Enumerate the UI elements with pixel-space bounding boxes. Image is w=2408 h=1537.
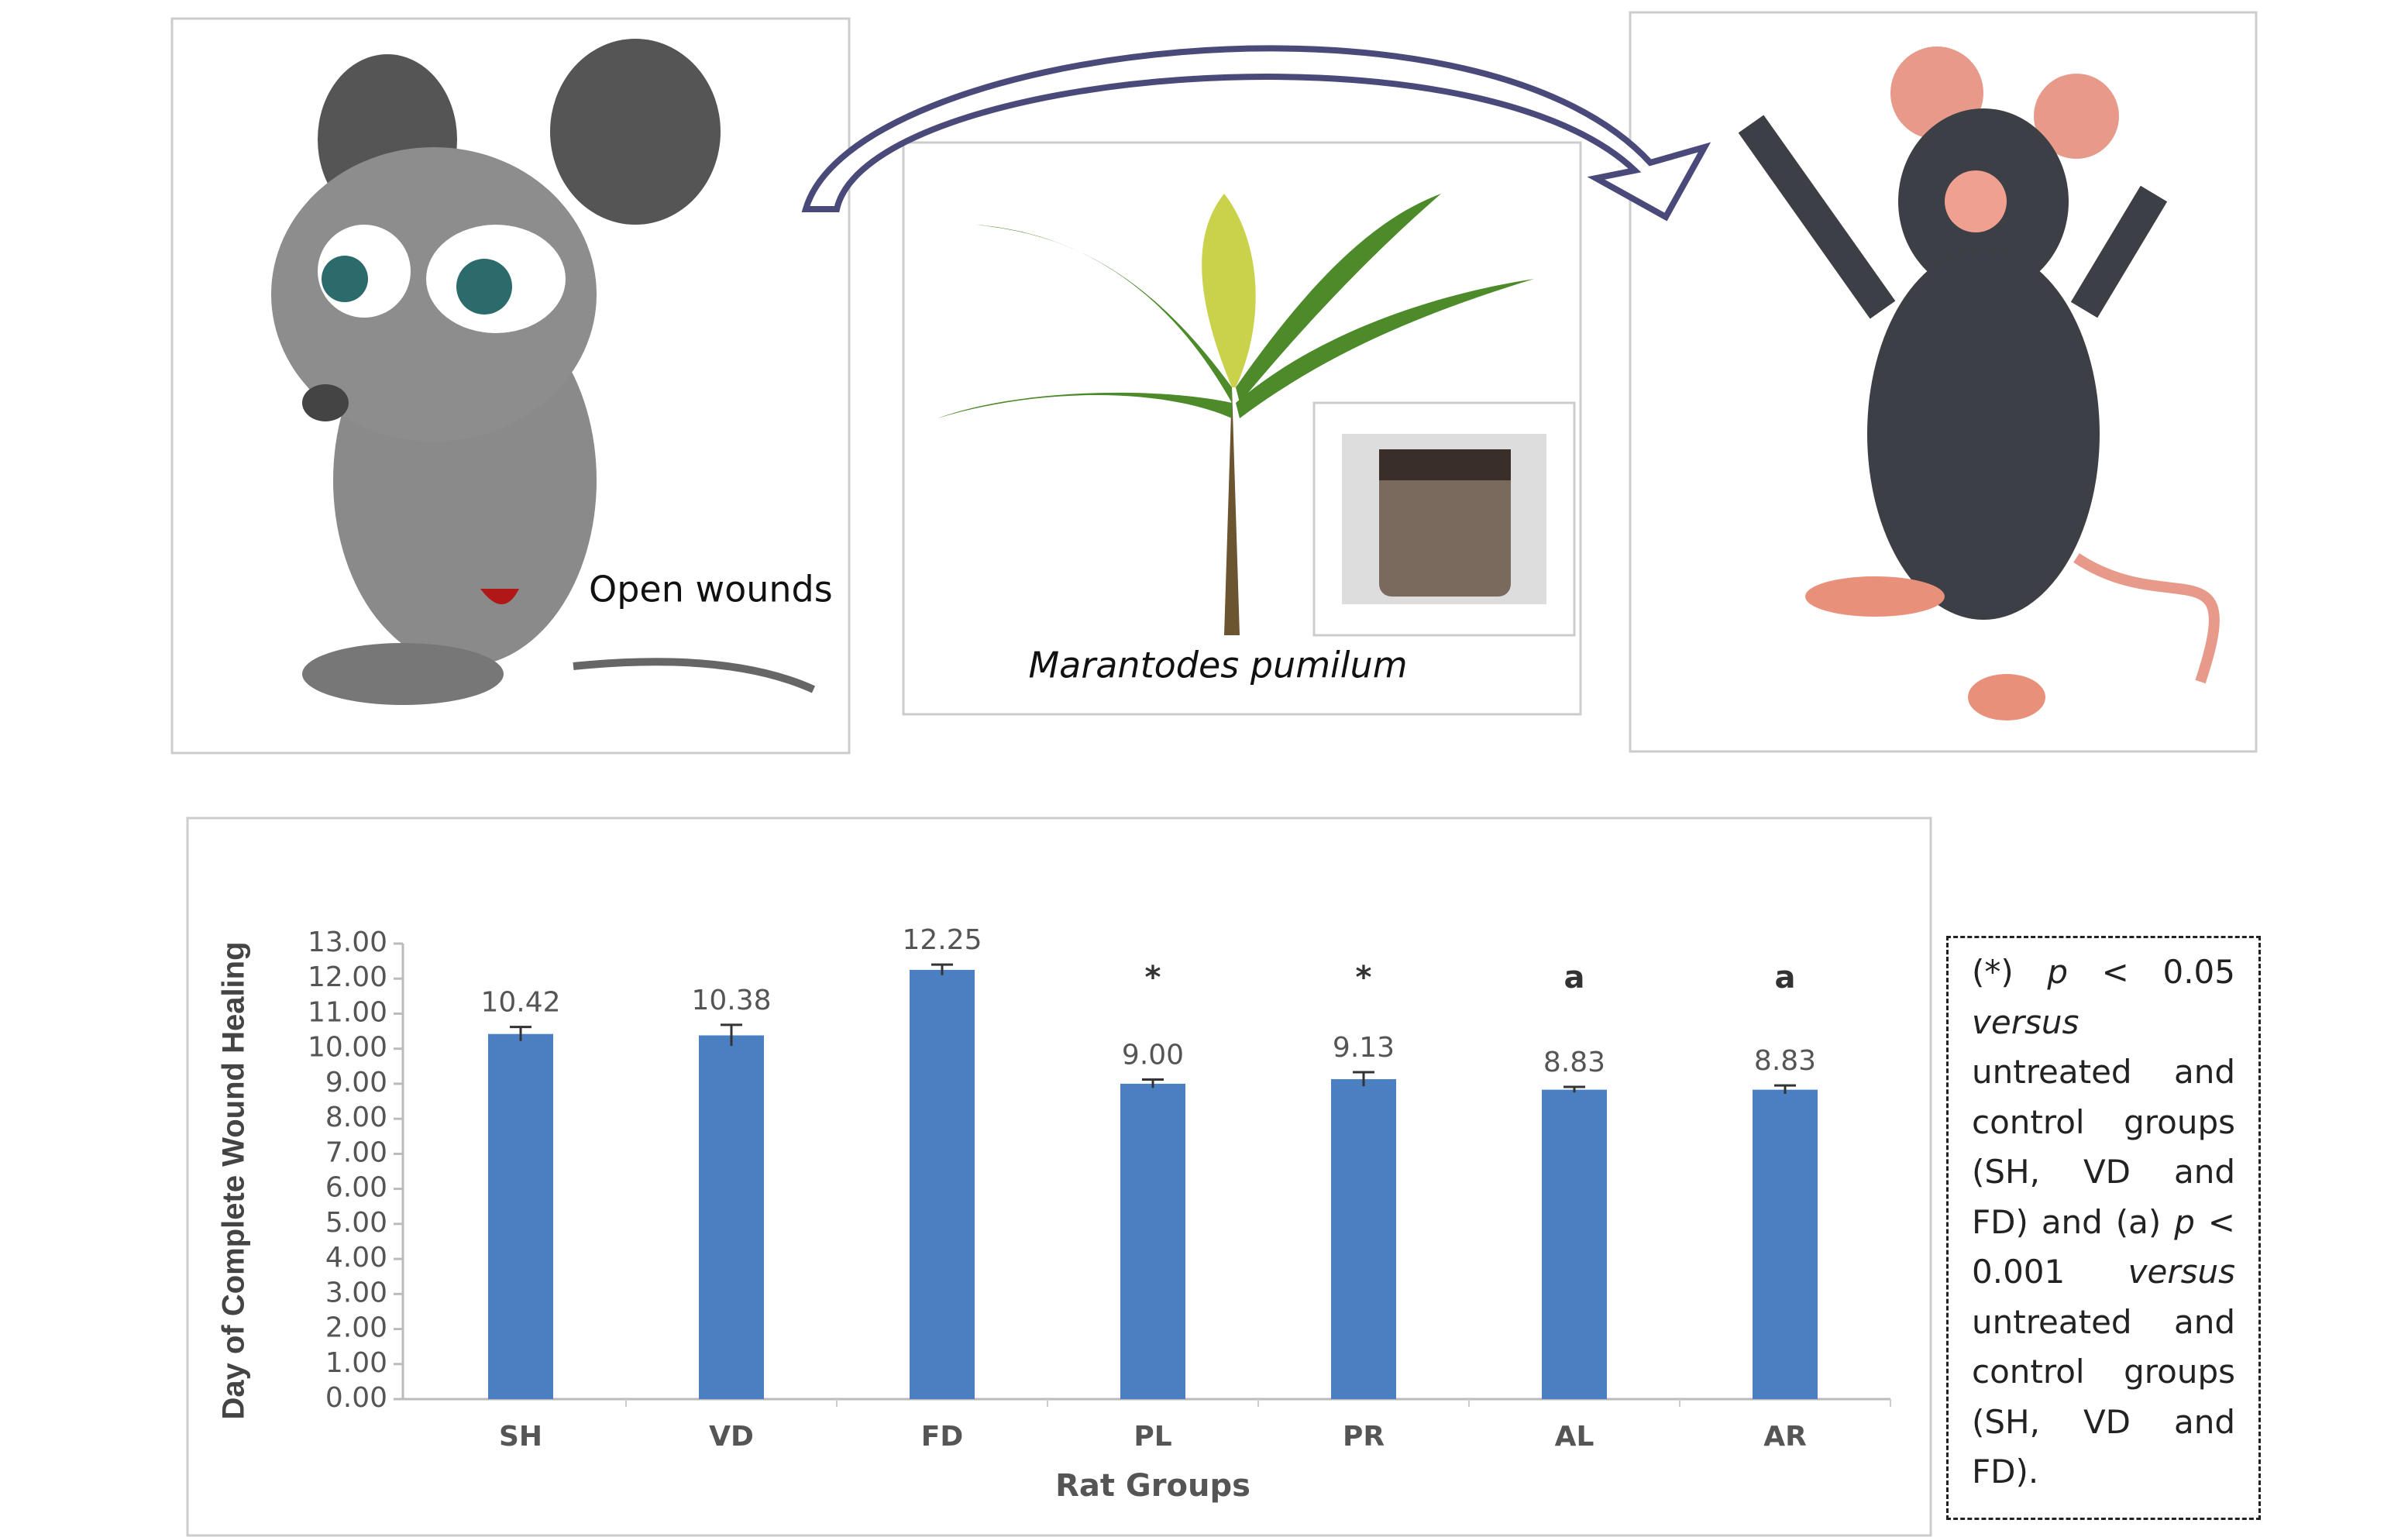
y-tick-label: 0.00 (325, 1382, 387, 1414)
x-tick-label: AL (1555, 1421, 1594, 1453)
happy-mouse (1738, 46, 2220, 720)
error-bar (510, 1026, 531, 1041)
bar (910, 969, 975, 1399)
x-tick-label: VD (709, 1421, 754, 1453)
note-text: versus (1972, 1002, 2079, 1041)
value-label: 10.42 (480, 987, 560, 1019)
arrow (801, 45, 1711, 222)
significance-marker: a (1775, 960, 1796, 995)
error-bar (1774, 1084, 1796, 1095)
y-tick-label: 8.00 (325, 1102, 387, 1133)
y-tick-label: 3.00 (325, 1277, 387, 1308)
x-tick-label: PL (1133, 1421, 1171, 1453)
error-bar (721, 1023, 742, 1047)
note-text: untreated and control groups (SH, VD and… (1972, 1302, 2235, 1491)
error-bar (1353, 1071, 1374, 1087)
significance-marker: * (1145, 960, 1161, 995)
significance-marker: * (1356, 960, 1372, 995)
bar (1331, 1079, 1396, 1399)
chart: Day of Complete Wound Healing Rat Groups… (217, 924, 1891, 1504)
error-bar (1563, 1085, 1585, 1093)
note-text: < 0.05 (2068, 953, 2235, 991)
bar (1120, 1083, 1185, 1399)
x-tick-label: FD (921, 1421, 963, 1453)
y-tick-label: 5.00 (325, 1207, 387, 1239)
note-text: versus (2128, 1253, 2235, 1291)
significance-note: (*) p < 0.05 versus untreated and contro… (1946, 936, 2261, 1520)
y-tick-label: 11.00 (308, 996, 387, 1028)
sad-mouse (271, 39, 816, 705)
plant (937, 194, 1576, 637)
value-label: 9.00 (1122, 1039, 1184, 1071)
x-axis-title: Rat Groups (1055, 1468, 1250, 1504)
y-tick-label: 9.00 (325, 1067, 387, 1099)
value-label: 9.13 (1333, 1032, 1395, 1064)
value-label: 8.83 (1543, 1047, 1605, 1078)
y-tick-label: 4.00 (325, 1242, 387, 1274)
note-text: untreated and control groups (SH, VD and… (1972, 1053, 2235, 1241)
y-tick-label: 6.00 (325, 1172, 387, 1204)
bar (1542, 1089, 1607, 1399)
caption-open-wounds: Open wounds (589, 569, 833, 610)
y-tick-label: 13.00 (308, 927, 387, 958)
value-label: 8.83 (1754, 1045, 1816, 1077)
x-tick-label: PR (1343, 1421, 1385, 1453)
error-bar (931, 963, 953, 975)
value-label: 10.38 (691, 985, 771, 1016)
y-tick-label: 1.00 (325, 1347, 387, 1379)
x-tick-label: SH (499, 1421, 542, 1453)
y-tick-label: 7.00 (325, 1136, 387, 1168)
caption-plant: Marantodes pumilum (1028, 645, 1407, 686)
note-text: p (2174, 1202, 2195, 1241)
bar (699, 1035, 764, 1399)
chart-frame (186, 817, 1932, 1537)
error-bar (1142, 1078, 1164, 1088)
y-tick-label: 2.00 (325, 1312, 387, 1344)
x-tick-label: AR (1763, 1421, 1807, 1453)
significance-marker: a (1564, 960, 1585, 995)
note-text: p (2047, 953, 2069, 991)
bar (1753, 1089, 1818, 1399)
y-tick-label: 12.00 (308, 961, 387, 993)
y-axis-title: Day of Complete Wound Healing (217, 941, 251, 1419)
y-tick-label: 10.00 (308, 1032, 387, 1064)
bar (488, 1033, 553, 1399)
note-text: < 0.001 (1972, 1202, 2235, 1291)
value-label: 12.25 (902, 924, 982, 956)
note-text: (*) (1972, 953, 2048, 991)
